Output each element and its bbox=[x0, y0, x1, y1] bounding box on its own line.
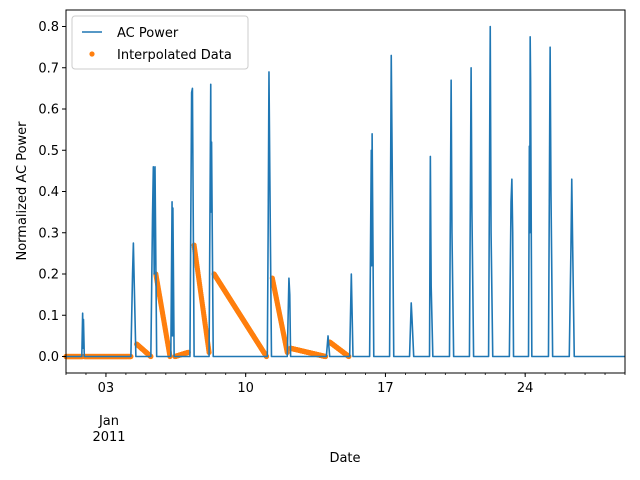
y-axis-title: Normalized AC Power bbox=[15, 121, 30, 261]
legend-label-ac-power: AC Power bbox=[117, 26, 179, 41]
y-tick-label: 0.2 bbox=[38, 268, 59, 283]
x-tick-label: 17 bbox=[377, 381, 394, 396]
x-axis: 03 10 17 24 bbox=[65, 373, 626, 396]
y-tick-label: 0.1 bbox=[38, 309, 59, 324]
x-tick-label: 10 bbox=[237, 381, 254, 396]
x-axis-title: Date bbox=[329, 451, 360, 466]
y-tick-label: 0.8 bbox=[38, 20, 59, 35]
legend-label-interpolated: Interpolated Data bbox=[117, 48, 232, 63]
y-axis: 0.0 0.1 0.2 0.3 0.4 0.5 0.6 0.7 0.8 bbox=[38, 20, 66, 365]
y-tick-label: 0.5 bbox=[38, 144, 59, 159]
y-tick-label: 0.6 bbox=[38, 103, 59, 118]
legend-box bbox=[71, 15, 249, 70]
legend: AC Power Interpolated Data bbox=[71, 15, 249, 70]
y-tick-label: 0.7 bbox=[38, 61, 59, 76]
y-tick-label: 0.4 bbox=[38, 185, 59, 200]
series-layer bbox=[63, 25, 625, 360]
x-tick-label: 03 bbox=[98, 381, 115, 396]
legend-marker-swatch bbox=[89, 51, 95, 57]
y-tick-label: 0.3 bbox=[38, 226, 59, 241]
x-offset-year: 2011 bbox=[92, 430, 125, 445]
x-tick-label: 24 bbox=[517, 381, 534, 396]
x-offset-month: Jan bbox=[98, 414, 119, 429]
ac-power-line bbox=[66, 25, 625, 358]
plot-frame bbox=[65, 9, 626, 374]
y-tick-label: 0.0 bbox=[38, 350, 59, 365]
